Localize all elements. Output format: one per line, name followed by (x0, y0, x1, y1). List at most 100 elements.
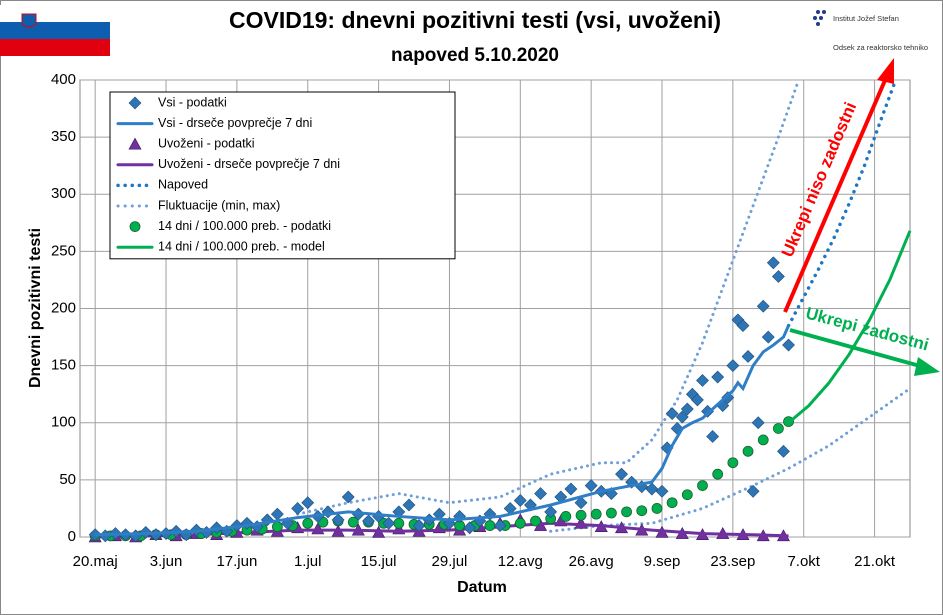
data-point (534, 487, 547, 501)
legend-entry: Uvoženi - podatki (128, 136, 255, 150)
legend-symbol (128, 137, 142, 150)
legend-label: 14 dni / 100.000 preb. - podatki (158, 219, 331, 233)
legend-label: Uvoženi - podatki (158, 136, 255, 150)
x-tick-label: 9.sep (644, 553, 681, 570)
legend-entry: Vsi - podatki (128, 95, 227, 110)
data-point (746, 484, 760, 498)
data-point (560, 511, 572, 522)
data-point (771, 270, 785, 283)
legend-label: Uvoženi - drseče povprečje 7 dni (158, 157, 340, 171)
data-point (463, 521, 477, 535)
legend-entry: Vsi - drseče povprečje 7 dni (116, 116, 312, 130)
data-point (727, 457, 739, 469)
y-tick-label: 300 (51, 185, 76, 202)
legend-label: 14 dni / 100.000 preb. - model (158, 239, 325, 253)
data-point (741, 350, 755, 363)
y-axis-label: Dnevni pozitivni testi (27, 228, 44, 388)
legend-label: Fluktuacije (min, max) (158, 198, 280, 212)
data-point (680, 402, 694, 416)
data-point (271, 521, 283, 533)
org-name: Institut Jožef Stefan (833, 14, 899, 23)
legend-label: Vsi - podatki (158, 95, 227, 109)
y-tick-label: 150 (51, 357, 76, 374)
legend-symbol (128, 96, 142, 110)
x-tick-label: 15.jul (361, 553, 397, 570)
data-point (606, 507, 617, 519)
data-point (575, 509, 587, 521)
data-point (666, 497, 678, 509)
data-point (291, 502, 305, 515)
data-point (615, 467, 628, 481)
data-point (721, 391, 735, 405)
x-tick-label: 21.okt (854, 553, 896, 570)
data-point (590, 508, 602, 520)
y-tick-label: 200 (51, 299, 76, 316)
data-point (761, 330, 775, 344)
x-tick-label: 1.jul (294, 553, 322, 570)
x-tick-label: 20.maj (73, 553, 118, 570)
chart-subtitle: napoved 5.10.2020 (391, 45, 559, 66)
data-point (742, 445, 754, 457)
data-point (412, 519, 426, 532)
data-point (675, 410, 689, 424)
y-tick-label: 50 (59, 471, 76, 488)
y-tick-label: 100 (51, 414, 76, 431)
x-tick-label: 7.okt (787, 553, 820, 570)
data-point (751, 416, 765, 430)
data-point (544, 505, 558, 519)
data-point (513, 494, 527, 507)
x-tick-label: 23.sep (710, 553, 755, 570)
data-point (655, 484, 669, 498)
legend-label: Napoved (158, 178, 208, 192)
x-tick-label: 3.jun (150, 553, 183, 570)
data-point (697, 480, 708, 491)
data-point (706, 430, 720, 443)
legend-entry: Fluktuacije (min, max) (116, 198, 280, 212)
arrow (783, 58, 894, 313)
data-point (564, 482, 578, 496)
data-point (651, 503, 663, 514)
data-point (756, 299, 770, 313)
legend-box (109, 91, 456, 260)
data-point (393, 517, 405, 529)
x-tick-label: 17.jun (216, 553, 257, 570)
data-point (777, 444, 790, 458)
data-point (757, 434, 769, 446)
data-point (726, 359, 740, 373)
y-tick-label: 0 (68, 528, 76, 545)
data-point (574, 496, 588, 510)
data-point (711, 370, 725, 384)
data-point (362, 514, 375, 528)
legend-entry: Napoved (116, 178, 208, 192)
line (95, 325, 790, 537)
x-tick-label: 26.avg (569, 553, 614, 570)
data-point (514, 517, 526, 529)
legend-label: Vsi - drseče povprečje 7 dni (158, 116, 312, 130)
logo (813, 10, 826, 26)
data-point (773, 423, 784, 434)
data-point (301, 496, 315, 510)
data-point (402, 498, 416, 512)
data-point (636, 505, 648, 517)
line (787, 230, 912, 424)
legend-entry: 14 dni / 100.000 preb. - model (116, 239, 325, 253)
arrow (789, 328, 940, 376)
data-point (302, 517, 314, 529)
flag (0, 5, 110, 56)
y-tick-label: 250 (51, 242, 76, 259)
data-point (493, 519, 507, 532)
data-point (530, 515, 541, 527)
fluctuation-line (296, 78, 801, 516)
x-tick-label: 12.avg (498, 553, 543, 570)
data-point (766, 256, 780, 270)
legend-entry: 14 dni / 100.000 preb. - podatki (129, 219, 331, 233)
chart-title: COVID19: dnevni pozitivni testi (vsi, uv… (229, 7, 721, 33)
data-point (736, 319, 750, 333)
legend-entry: Uvoženi - drseče povprečje 7 dni (116, 157, 340, 171)
data-point (621, 506, 632, 518)
data-point (782, 338, 795, 352)
x-tick-label: 29.jul (432, 553, 468, 570)
x-axis-label: Datum (457, 579, 507, 596)
